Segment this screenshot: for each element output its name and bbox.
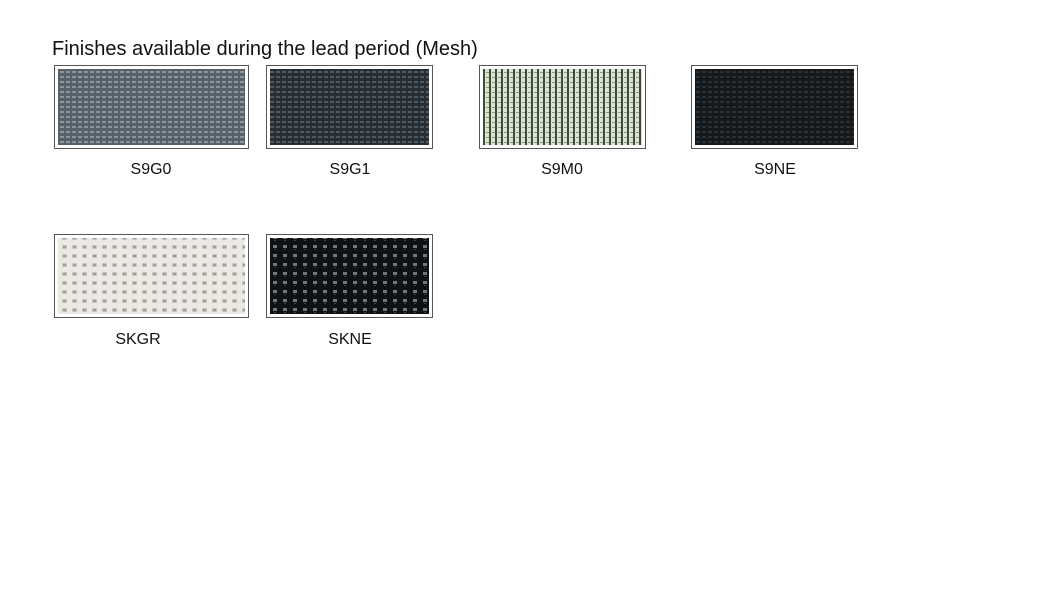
swatch-label: S9M0 (541, 161, 583, 178)
swatch: SKGR (54, 234, 249, 348)
swatch-label: SKNE (328, 331, 372, 348)
swatch: S9G1 (266, 65, 433, 178)
swatch: S9M0 (479, 65, 646, 178)
swatch: S9NE (691, 65, 858, 178)
swatch: SKNE (266, 234, 433, 348)
swatch: S9G0 (54, 65, 249, 178)
swatch-label: S9G1 (330, 161, 371, 178)
swatch-label: S9NE (754, 161, 796, 178)
swatch-label: SKGR (115, 331, 160, 348)
swatch-label: S9G0 (131, 161, 172, 178)
section-title: Finishes available during the lead perio… (52, 38, 478, 60)
